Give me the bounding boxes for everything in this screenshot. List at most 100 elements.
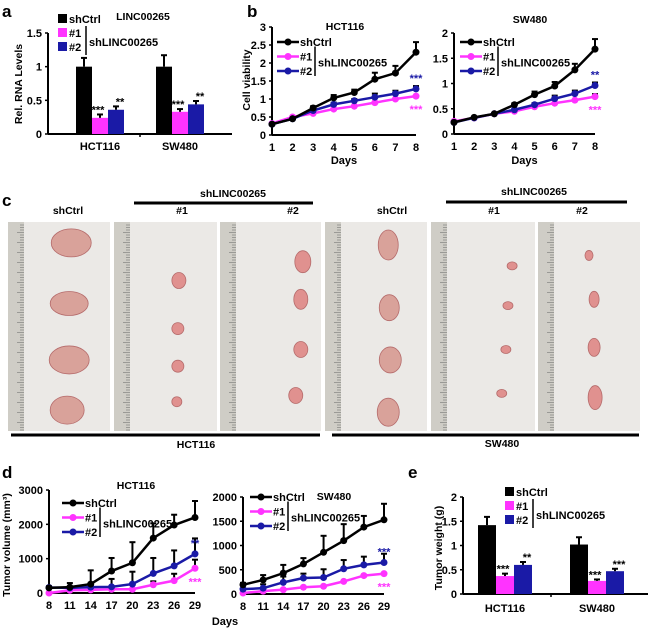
data-point (412, 92, 420, 100)
cell-line-label: SW480 (485, 438, 520, 450)
tumor (171, 272, 187, 289)
y-tick-label: 1.5 (251, 76, 266, 88)
data-point (149, 569, 157, 577)
ruler (114, 222, 130, 431)
y-tick-label: 3000 (19, 485, 43, 497)
data-point (309, 104, 317, 112)
data-point (45, 589, 53, 597)
significance-label: ** (196, 91, 205, 103)
group-label: #1 (488, 205, 500, 217)
group-header-label: shLINC00265 (501, 186, 567, 198)
legend-label: shCtrl (85, 498, 117, 510)
ruler (8, 222, 24, 431)
data-point (360, 523, 368, 531)
x-tick-label: 26 (358, 601, 370, 613)
data-point (299, 574, 307, 582)
data-point (571, 66, 579, 74)
y-tick-label: 2000 (19, 519, 43, 531)
legend-marker (467, 38, 475, 46)
data-point (380, 558, 388, 566)
group-label: shCtrl (53, 205, 83, 217)
y-tick-label: 1 (260, 94, 266, 106)
data-point (108, 567, 116, 575)
legend: shCtrl #1 #2 shLINC00265 (62, 498, 172, 539)
group-label: #2 (287, 205, 299, 217)
data-point (191, 513, 199, 521)
bar-#2 (514, 564, 532, 594)
bar-shCtrl (478, 525, 496, 594)
y-axis-label: Tumor weight (g) (433, 506, 445, 590)
data-point (340, 565, 348, 573)
y-tick-label: 2.5 (251, 40, 266, 52)
y-tick-label: 2 (442, 28, 448, 40)
tumor (378, 294, 400, 322)
x-category-label: HCT116 (80, 141, 120, 153)
data-point (531, 91, 539, 99)
data-point (591, 82, 599, 90)
legend-label: shCtrl (300, 37, 332, 49)
data-point (571, 90, 579, 98)
tumor (500, 345, 512, 354)
data-point (330, 94, 338, 102)
x-tick-label: 14 (85, 600, 98, 612)
x-tick-label: 17 (105, 600, 117, 612)
bar-#2 (108, 109, 124, 134)
tumor (378, 346, 402, 374)
x-tick-label: 14 (277, 601, 290, 613)
data-point (391, 95, 399, 103)
significance-label: ** (591, 70, 600, 82)
data-point (360, 572, 368, 580)
x-axis-label: Days (331, 155, 357, 167)
data-point (551, 82, 559, 90)
x-tick-label: 8 (413, 142, 419, 154)
tumor (171, 359, 185, 373)
y-tick-label: 2000 (213, 492, 237, 504)
x-tick-label: 8 (46, 600, 52, 612)
data-point (391, 90, 399, 98)
data-point (170, 562, 178, 570)
data-point (510, 101, 518, 109)
y-tick-label: 500 (219, 565, 237, 577)
x-tick-label: 26 (168, 600, 180, 612)
data-point (128, 559, 136, 567)
significance-label: *** (378, 582, 392, 594)
y-tick-label: 1 (36, 62, 42, 74)
y-tick-label: 0 (37, 588, 43, 600)
y-tick-label: 1 (442, 79, 448, 91)
tumor-photo (538, 222, 640, 431)
data-point (87, 580, 95, 588)
x-tick-label: 23 (338, 601, 350, 613)
y-tick-label: 0 (260, 130, 266, 142)
x-tick-label: 20 (317, 601, 329, 613)
data-point (571, 96, 579, 104)
legend: shCtrl #1 #2 shLINC00265 (58, 14, 158, 55)
bar-#1 (588, 580, 606, 594)
data-point (279, 569, 287, 577)
y-tick-label: 1.5 (27, 28, 42, 40)
legend-group-label: shLINC00265 (501, 58, 570, 70)
legend-swatch (505, 501, 514, 510)
panel-label-b: b (247, 2, 257, 21)
x-tick-label: 1 (451, 141, 457, 153)
legend-label: #2 (85, 527, 97, 539)
y-tick-label: 1000 (213, 541, 237, 553)
x-category-label: SW480 (579, 603, 615, 615)
legend-label: #2 (483, 66, 495, 78)
data-point (320, 574, 328, 582)
data-point (591, 93, 599, 101)
x-tick-label: 5 (532, 141, 538, 153)
legend-marker (467, 53, 475, 60)
significance-label: ** (523, 552, 532, 564)
photo-background (325, 222, 427, 431)
data-point (360, 561, 368, 569)
bar-shCtrl (156, 66, 172, 134)
data-point (320, 582, 328, 590)
legend-swatch (58, 14, 67, 23)
chart-title: SW480 (513, 14, 548, 26)
significance-label: *** (410, 73, 424, 85)
legend-label: shCtrl (516, 487, 548, 499)
data-point (289, 115, 297, 123)
